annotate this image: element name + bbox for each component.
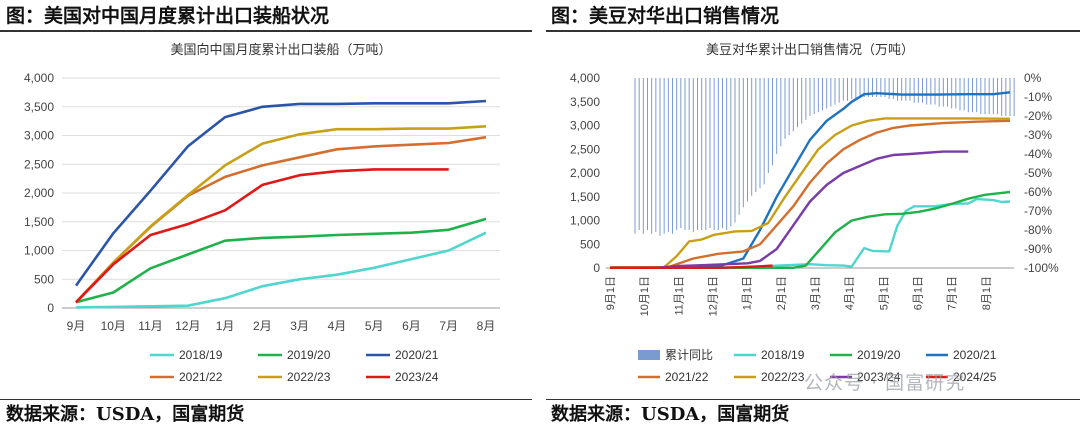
x-tick-label: 9月 [67, 319, 86, 333]
series-line-2018/19 [610, 197, 1011, 269]
legend-label: 2019/20 [287, 348, 331, 362]
y2-tick-label: 0% [1024, 71, 1042, 85]
legend-label: 2023/24 [857, 370, 901, 384]
x-tick-label: 10月 [101, 319, 126, 333]
right-chart: 美豆对华累计出口销售情况（万吨） 0 500 1,000 1,500 2,000 2,500… [570, 42, 1059, 384]
series-line-2023/24 [609, 150, 969, 269]
watermark: 公众号 · 国富研究 [804, 372, 966, 394]
legend-label: 累计同比 [665, 348, 713, 362]
right-panel-heading: 图：美豆对华出口销售情况 [551, 5, 780, 27]
y-tick-label: 1,000 [24, 244, 54, 258]
y2-tick-label: -80% [1024, 223, 1052, 237]
y-tick-label: 2,500 [570, 142, 600, 156]
x-tick-label: 3月1日 [810, 276, 822, 310]
x-tick-label: 6月 [402, 319, 421, 333]
y2-tick-label: -60% [1024, 185, 1052, 199]
chart-title: 美豆对华累计出口销售情况（万吨） [706, 42, 914, 57]
legend-label: 2021/22 [179, 370, 223, 384]
y-tick-label: 4,000 [570, 71, 600, 85]
y-tick-label: 500 [580, 237, 600, 251]
x-tick-label: 9月1日 [605, 276, 617, 310]
series-line-2020/21 [74, 99, 487, 287]
legend-label: 2018/19 [179, 348, 223, 362]
x-tick-label: 3月 [290, 319, 309, 333]
series-line-2023/24 [75, 168, 449, 304]
right-source: 数据来源：USDA，国富期货 [551, 404, 790, 425]
x-tick-label: 6月1日 [913, 276, 925, 310]
x-tick-label: 12月1日 [708, 276, 720, 316]
series-line-2021/22 [609, 119, 1011, 269]
y-tick-label: 1,500 [570, 190, 600, 204]
x-tick-label: 2月1日 [776, 276, 788, 310]
x-tick-label: 10月1日 [639, 276, 651, 316]
x-tick-label: 11月1日 [673, 276, 685, 316]
y-tick-label: 4,000 [24, 71, 54, 85]
series-line-2019/20 [610, 190, 1011, 270]
x-tick-label: 4月1日 [844, 276, 856, 310]
y2-tick-label: -100% [1024, 261, 1059, 275]
legend-label: 2020/21 [395, 348, 439, 362]
y2-tick-label: -20% [1024, 109, 1052, 123]
series-line-2018/19 [75, 231, 487, 309]
y2-tick-label: -90% [1024, 242, 1052, 256]
x-tick-label: 2月 [253, 319, 272, 333]
y-tick-label: 2,000 [24, 186, 54, 200]
legend-label: 2022/23 [761, 370, 805, 384]
legend-label: 2024/25 [953, 370, 997, 384]
y2-tick-label: -40% [1024, 147, 1052, 161]
legend-label: 2019/20 [857, 348, 901, 362]
right-heading-rule [546, 30, 1080, 32]
series-line-2022/23 [609, 117, 1011, 269]
y-tick-label: 0 [47, 301, 54, 315]
y-tick-label: 0 [593, 261, 600, 275]
series-line-2019/20 [75, 217, 487, 304]
y-tick-label: 3,000 [570, 119, 600, 133]
legend-label: 2018/19 [761, 348, 805, 362]
x-tick-label: 5月 [365, 319, 384, 333]
left-panel-heading: 图：美国对中国月度累计出口装船状况 [6, 5, 330, 27]
y-tick-label: 1,000 [570, 214, 600, 228]
legend-label: 2022/23 [287, 370, 331, 384]
series-line-2022/23 [75, 125, 487, 304]
legend-swatch-yoy [638, 350, 660, 360]
y2-tick-label: -30% [1024, 128, 1052, 142]
x-tick-label: 12月 [175, 319, 200, 333]
y-tick-label: 2,500 [24, 157, 54, 171]
x-tick-label: 7月1日 [947, 276, 959, 310]
x-tick-label: 1月1日 [742, 276, 754, 310]
x-tick-label: 8月1日 [981, 276, 993, 310]
series-line-2020/21 [610, 91, 1011, 269]
chart-title: 美国向中国月度累计出口装船（万吨） [170, 42, 391, 57]
x-tick-label: 1月 [216, 319, 235, 333]
legend-label: 2020/21 [953, 348, 997, 362]
left-heading-rule [0, 30, 532, 32]
left-chart: 美国向中国月度累计出口装船（万吨） 0 500 1,000 1,500 2,000 2,50… [24, 42, 500, 384]
y2-tick-label: -10% [1024, 90, 1052, 104]
y-tick-label: 3,000 [24, 129, 54, 143]
legend-label: 2023/24 [395, 370, 439, 384]
x-tick-label: 5月1日 [878, 276, 890, 310]
legend-label: 2021/22 [665, 370, 709, 384]
y-tick-label: 500 [34, 272, 54, 286]
y-tick-label: 2,000 [570, 166, 600, 180]
x-tick-label: 11月 [138, 319, 162, 333]
left-source: 数据来源：USDA，国富期货 [6, 404, 245, 425]
left-source-rule [0, 399, 532, 400]
y2-tick-label: -70% [1024, 204, 1052, 218]
y2-tick-label: -50% [1024, 166, 1052, 180]
y-tick-label: 3,500 [570, 95, 600, 109]
y-tick-label: 1,500 [24, 215, 54, 229]
x-tick-label: 7月 [439, 319, 458, 333]
y-tick-label: 3,500 [24, 100, 54, 114]
right-source-rule [546, 399, 1080, 400]
x-tick-label: 4月 [328, 319, 347, 333]
series-line-2024/25 [610, 264, 773, 270]
x-tick-label: 8月 [477, 319, 496, 333]
